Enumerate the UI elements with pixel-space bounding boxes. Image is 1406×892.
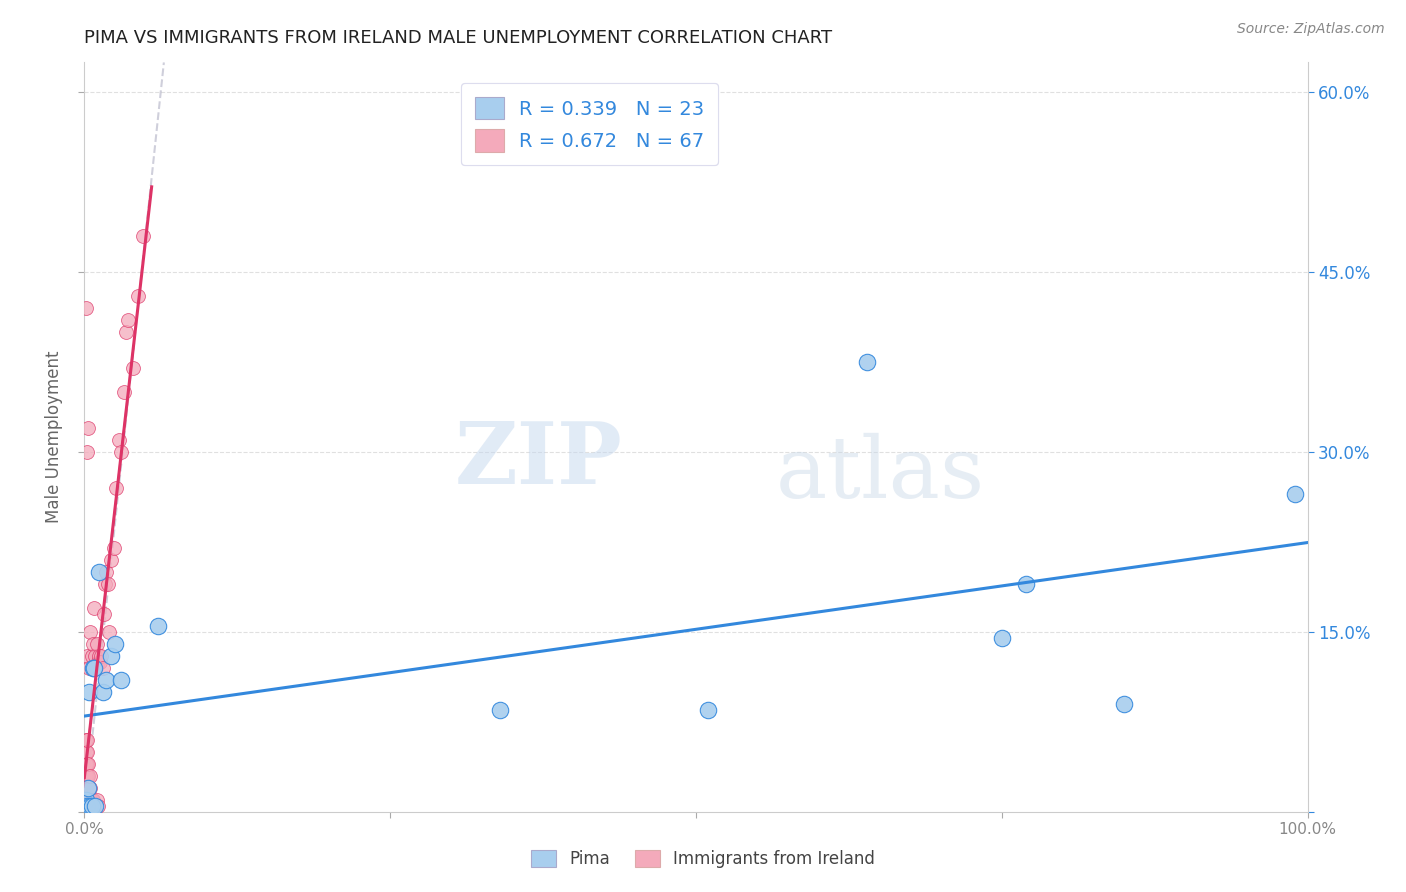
Point	[84, 798, 107, 813]
Point	[75, 732, 97, 747]
Point	[82, 661, 104, 675]
Point	[79, 780, 101, 795]
Point	[127, 289, 149, 303]
Point	[77, 780, 100, 795]
Point	[93, 607, 115, 621]
Point	[77, 793, 100, 807]
Point	[76, 756, 98, 771]
Point	[76, 732, 98, 747]
Point	[76, 793, 98, 807]
Point	[105, 481, 128, 495]
Point	[96, 673, 118, 687]
Point	[82, 637, 104, 651]
Point	[77, 769, 100, 783]
Point	[991, 631, 1014, 645]
Point	[96, 565, 118, 579]
Point	[103, 541, 125, 555]
Point	[79, 769, 101, 783]
Point	[86, 793, 108, 807]
Point	[77, 793, 100, 807]
Point	[79, 798, 101, 813]
Point	[75, 780, 97, 795]
Point	[82, 793, 104, 807]
Point	[77, 798, 100, 813]
Point	[83, 601, 105, 615]
Point	[77, 661, 100, 675]
Point	[77, 421, 100, 435]
Point	[75, 745, 97, 759]
Point	[1015, 577, 1038, 591]
Point	[117, 313, 139, 327]
Point	[76, 745, 98, 759]
Point	[87, 565, 110, 579]
Point	[697, 703, 720, 717]
Text: Source: ZipAtlas.com: Source: ZipAtlas.com	[1237, 22, 1385, 37]
Point	[76, 798, 98, 813]
Point	[87, 798, 110, 813]
Legend: Pima, Immigrants from Ireland: Pima, Immigrants from Ireland	[524, 843, 882, 875]
Point	[76, 769, 98, 783]
Point	[76, 445, 98, 459]
Point	[110, 445, 132, 459]
Point	[100, 648, 122, 663]
Point	[80, 648, 103, 663]
Point	[75, 793, 97, 807]
Point	[75, 301, 97, 316]
Point	[75, 756, 97, 771]
Point	[75, 756, 97, 771]
Text: atlas: atlas	[776, 433, 984, 516]
Point	[97, 577, 120, 591]
Point	[1284, 487, 1306, 501]
Point	[76, 780, 98, 795]
Point	[86, 637, 108, 651]
Point	[76, 648, 98, 663]
Point	[146, 619, 169, 633]
Point	[94, 577, 117, 591]
Point	[112, 385, 135, 400]
Point	[77, 685, 100, 699]
Point	[77, 780, 100, 795]
Point	[83, 661, 105, 675]
Point	[87, 655, 110, 669]
Point	[75, 787, 97, 801]
Point	[90, 648, 112, 663]
Point	[91, 685, 114, 699]
Point	[75, 769, 97, 783]
Y-axis label: Male Unemployment: Male Unemployment	[45, 351, 63, 524]
Point	[107, 433, 129, 447]
Point	[75, 793, 97, 807]
Point	[97, 624, 120, 639]
Point	[122, 361, 145, 376]
Point	[82, 798, 104, 813]
Point	[91, 661, 114, 675]
Point	[80, 798, 103, 813]
Point	[89, 655, 111, 669]
Point	[856, 355, 879, 369]
Point	[104, 637, 127, 651]
Point	[79, 798, 101, 813]
Point	[83, 798, 105, 813]
Point	[84, 648, 107, 663]
Point	[115, 325, 138, 339]
Point	[77, 780, 100, 795]
Point	[489, 703, 512, 717]
Point	[80, 793, 103, 807]
Point	[100, 553, 122, 567]
Point	[76, 798, 98, 813]
Point	[75, 769, 97, 783]
Point	[84, 798, 107, 813]
Point	[132, 229, 155, 244]
Point	[1114, 697, 1136, 711]
Legend: R = 0.339   N = 23, R = 0.672   N = 67: R = 0.339 N = 23, R = 0.672 N = 67	[461, 83, 718, 165]
Text: PIMA VS IMMIGRANTS FROM IRELAND MALE UNEMPLOYMENT CORRELATION CHART: PIMA VS IMMIGRANTS FROM IRELAND MALE UNE…	[84, 29, 832, 47]
Point	[79, 624, 101, 639]
Text: ZIP: ZIP	[454, 417, 623, 501]
Point	[75, 798, 97, 813]
Point	[87, 648, 110, 663]
Point	[110, 673, 132, 687]
Point	[79, 793, 101, 807]
Point	[77, 756, 100, 771]
